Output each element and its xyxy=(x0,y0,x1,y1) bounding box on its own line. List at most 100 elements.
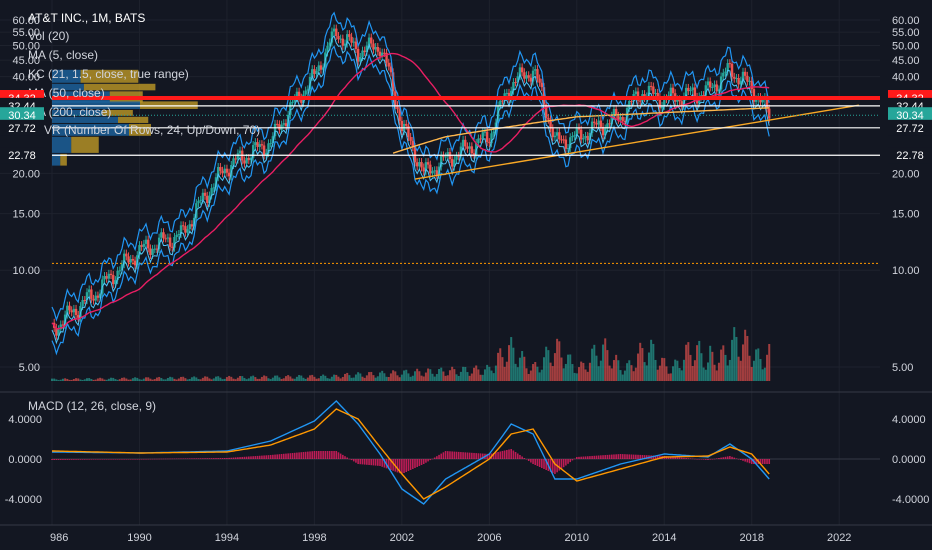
macd-histogram-bar xyxy=(488,454,491,459)
macd-histogram-bar xyxy=(477,453,480,459)
candle-body xyxy=(282,123,285,125)
macd-histogram-bar xyxy=(92,459,95,460)
candle-body xyxy=(610,115,613,125)
macd-histogram-bar xyxy=(230,457,233,459)
volume-bar xyxy=(523,356,526,381)
macd-histogram-bar xyxy=(495,452,497,459)
volume-bar xyxy=(586,371,589,381)
candle-body xyxy=(726,63,729,72)
volume-bar xyxy=(700,353,703,381)
volume-bar xyxy=(221,379,224,381)
volume-bar xyxy=(153,379,156,381)
candle-body xyxy=(619,117,622,120)
candle-body xyxy=(109,273,113,276)
macd-histogram-bar xyxy=(479,453,482,459)
volume-bar xyxy=(160,377,163,381)
candle-body xyxy=(219,167,222,171)
macd-histogram-bar xyxy=(182,458,184,459)
macd-histogram-bar xyxy=(720,457,722,459)
macd-histogram-bar xyxy=(545,459,547,470)
vpvr-up-bar xyxy=(52,116,118,123)
volume-bar xyxy=(291,378,294,381)
candle-body xyxy=(420,162,423,168)
macd-histogram-bar xyxy=(315,451,318,459)
volume-bar xyxy=(405,369,408,381)
candle-body xyxy=(746,75,749,82)
candle-body xyxy=(359,56,362,62)
candle-body xyxy=(147,239,150,249)
volume-bar xyxy=(127,379,130,381)
candle-body xyxy=(536,69,539,79)
macd-histogram-bar xyxy=(272,454,274,459)
macd-histogram-bar xyxy=(75,459,77,460)
volume-bar xyxy=(313,376,316,381)
volume-bar xyxy=(258,378,261,381)
macd-histogram-bar xyxy=(624,454,626,459)
volume-bar xyxy=(451,366,454,381)
indicator-kc[interactable]: KC (21, 1.5, close, true range) xyxy=(28,67,189,81)
volume-bar xyxy=(311,374,314,381)
candle-body xyxy=(540,82,544,88)
volume-bar xyxy=(669,373,672,381)
candle-body xyxy=(765,97,769,109)
indicator-ma200[interactable]: MA (200, close) xyxy=(28,105,111,119)
indicator-ma50[interactable]: MA (50, close) xyxy=(28,86,105,100)
volume-bar xyxy=(647,352,650,381)
volume-bar xyxy=(66,378,69,381)
candle-body xyxy=(291,101,294,103)
volume-bar xyxy=(580,361,583,381)
macd-histogram-bar xyxy=(521,456,523,459)
candle-body xyxy=(584,135,587,138)
macd-histogram-bar xyxy=(475,453,478,459)
candle-body xyxy=(74,308,78,316)
candle-body xyxy=(319,65,323,70)
volume-bar xyxy=(676,360,679,381)
vpvr-up-bar xyxy=(52,136,72,153)
volume-bar xyxy=(208,378,211,381)
macd-histogram-bar xyxy=(110,459,112,460)
volume-bar xyxy=(407,373,410,381)
candle-body xyxy=(564,139,568,149)
macd-histogram-bar xyxy=(68,459,71,460)
left-tick-label: 5.00 xyxy=(19,362,40,374)
volume-bar xyxy=(503,366,506,381)
volume-bar xyxy=(599,360,602,381)
indicator-ma5[interactable]: MA (5, close) xyxy=(28,48,98,62)
candle-body xyxy=(444,156,447,158)
candle-body xyxy=(466,146,469,149)
macd-histogram-bar xyxy=(427,459,429,462)
volume-bar xyxy=(392,370,395,381)
candle-body xyxy=(481,132,484,140)
volume-bar xyxy=(466,372,469,381)
volume-bar xyxy=(540,369,543,381)
candle-body xyxy=(372,43,375,50)
candle-body xyxy=(562,139,565,141)
candle-body xyxy=(328,42,331,46)
macd-histogram-bar xyxy=(219,458,222,459)
candle-body xyxy=(343,43,347,46)
candle-body xyxy=(752,89,756,102)
time-axis[interactable]: 986 1990 1994 1998 2002 2006 2010 2014 2018 2022 xyxy=(50,532,851,544)
volume-bar xyxy=(623,370,626,381)
volume-bar xyxy=(215,376,217,381)
indicator-vol[interactable]: Vol (20) xyxy=(28,29,69,43)
macd-histogram-bar xyxy=(635,454,637,459)
volume-bar xyxy=(88,378,91,381)
macd-label[interactable]: MACD (12, 26, close, 9) xyxy=(28,399,156,413)
volume-bar xyxy=(94,379,97,381)
macd-histogram-bar xyxy=(595,455,598,459)
macd-histogram-bar xyxy=(700,459,703,460)
macd-histogram-bar xyxy=(134,459,136,460)
candle-body xyxy=(743,71,747,76)
macd-histogram-bar xyxy=(153,458,156,460)
volume-bar xyxy=(689,354,692,381)
right-tick-label: 60.00 xyxy=(892,15,920,27)
volume-bar xyxy=(333,374,336,381)
volume-bar xyxy=(582,362,585,381)
left-tick-label: 45.00 xyxy=(12,55,40,67)
candle-body xyxy=(280,124,283,130)
indicator-vpvr[interactable]: VPVR (Number Of Rows, 24, Up/Down, 70) xyxy=(28,123,260,137)
